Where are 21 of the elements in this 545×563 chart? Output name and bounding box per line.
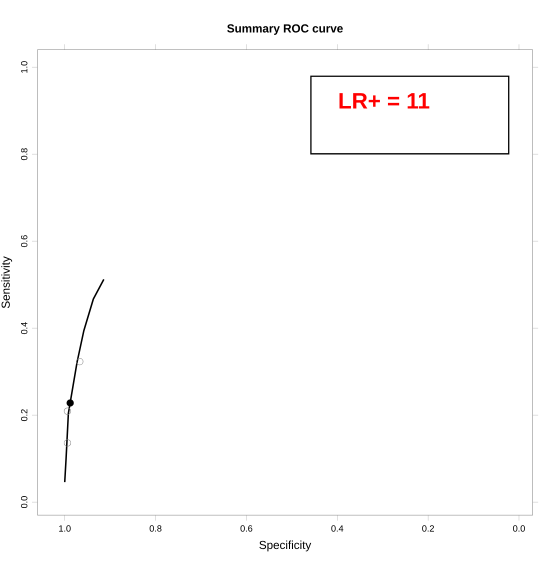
y-tick-label: 1.0 <box>21 61 28 73</box>
x-tick-label: 0.8 <box>150 525 162 532</box>
y-tick-label: 0.6 <box>21 235 28 248</box>
point <box>64 408 72 415</box>
y-tick-label: 0.2 <box>21 409 28 422</box>
x-tick-label: 0.0 <box>513 525 525 532</box>
x-tick-label: 0.4 <box>331 525 344 532</box>
y-tick-label: 0.8 <box>21 148 28 160</box>
x-axis-title: Specificity <box>259 540 312 552</box>
line-series <box>64 278 105 483</box>
x-tick-label: 1.0 <box>59 525 71 532</box>
x-tick-label: 0.2 <box>422 525 434 532</box>
y-tick-label: 0.4 <box>21 322 28 334</box>
point <box>66 399 74 407</box>
y-axis-title: Sensitivity <box>1 256 12 308</box>
point <box>64 439 72 447</box>
chart-title: Summary ROC curve <box>227 24 343 35</box>
annotation: LR+ = 11 <box>340 93 430 109</box>
point <box>76 358 84 366</box>
x-tick-label: 0.6 <box>240 525 252 532</box>
y-tick-label: 0.0 <box>21 496 28 508</box>
